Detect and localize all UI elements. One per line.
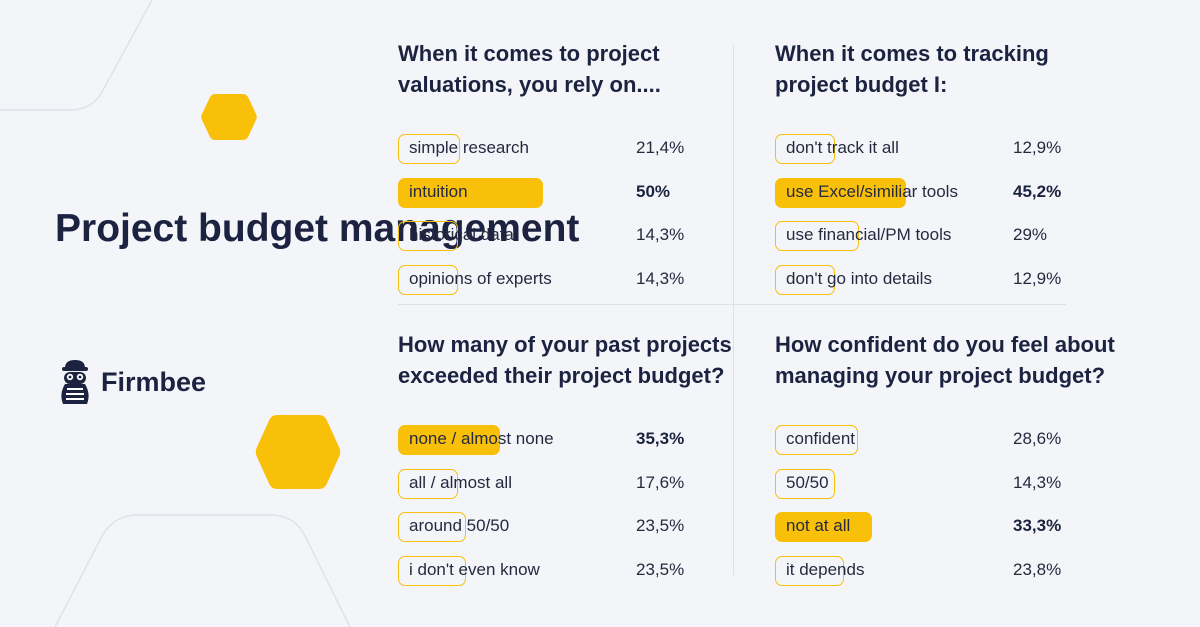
answer-bar (398, 555, 467, 586)
answer-value: 12,9% (1013, 138, 1062, 157)
hexagon-large-icon (255, 415, 341, 489)
answer-value: 12,9% (1013, 268, 1062, 288)
answer-bar (398, 221, 458, 251)
answer-bar (775, 512, 872, 542)
page-title-text: Project budget management (55, 207, 580, 250)
answer-bar (775, 468, 835, 499)
page-title: Project budget management (55, 205, 579, 253)
answer-bar (775, 264, 835, 295)
answer-value: 14,3% (636, 268, 685, 288)
answer-bar (398, 512, 467, 542)
question-title: How many of your past projects exceeded … (398, 332, 732, 388)
answer-label: use financial/PM tools (786, 225, 952, 244)
answer-label: don't track it all (786, 138, 899, 157)
answer-label: intuition (409, 181, 468, 201)
answer-bar (775, 555, 845, 586)
answer-value: 28,6% (1013, 429, 1062, 448)
question-title: When it comes to project valuations, you… (398, 41, 661, 97)
answer-value: 23,5% (636, 516, 685, 535)
answer-bar (398, 425, 501, 455)
answer-value: 17,6% (636, 472, 685, 492)
answer-value: 35,3% (636, 429, 685, 448)
answer-label: none / almost none (409, 429, 554, 448)
answer-bar (775, 221, 860, 251)
answer-label: use Excel/similiar tools (786, 181, 958, 201)
answer-bar (398, 468, 458, 499)
answer-label: not at all (786, 516, 851, 535)
answer-label: around 50/50 (409, 516, 510, 535)
answer-label: opinions of experts (409, 268, 552, 288)
question-title: How confident do you feel about managing… (775, 332, 1115, 388)
answer-value: 33,3% (1013, 516, 1062, 535)
answer-bar (775, 134, 835, 164)
horizontal-divider (398, 304, 1066, 305)
answer-label: don't go into details (786, 268, 932, 288)
answer-label: 50/50 (786, 472, 829, 492)
answer-bar (775, 425, 858, 455)
answer-value: 23,5% (636, 559, 685, 579)
answer-label: it depends (786, 559, 865, 579)
brand-name: Firmbee (101, 366, 207, 397)
answer-bar (398, 134, 461, 164)
answer-label: simple research (409, 138, 529, 157)
answer-value: 14,3% (636, 225, 685, 244)
answer-label: historical data (409, 225, 514, 244)
answer-value: 50% (636, 181, 671, 201)
answer-bar (398, 177, 543, 208)
answer-value: 23,8% (1013, 559, 1062, 579)
answer-value: 21,4% (636, 138, 685, 157)
vertical-divider (733, 45, 734, 575)
answer-label: all / almost all (409, 472, 512, 492)
answer-label: confident (786, 429, 855, 448)
brand-logo: Firmbee (55, 358, 206, 406)
answer-label: i don't even know (409, 559, 540, 579)
answer-value: 14,3% (1013, 472, 1062, 492)
question-title: When it comes to tracking project budget… (775, 41, 1049, 97)
answer-bar (775, 177, 907, 208)
answer-value: 29% (1013, 225, 1048, 244)
answer-value: 45,2% (1013, 181, 1062, 201)
mascot-icon (61, 360, 89, 404)
hexagon-small-icon (201, 94, 257, 140)
answer-bar (398, 264, 458, 295)
